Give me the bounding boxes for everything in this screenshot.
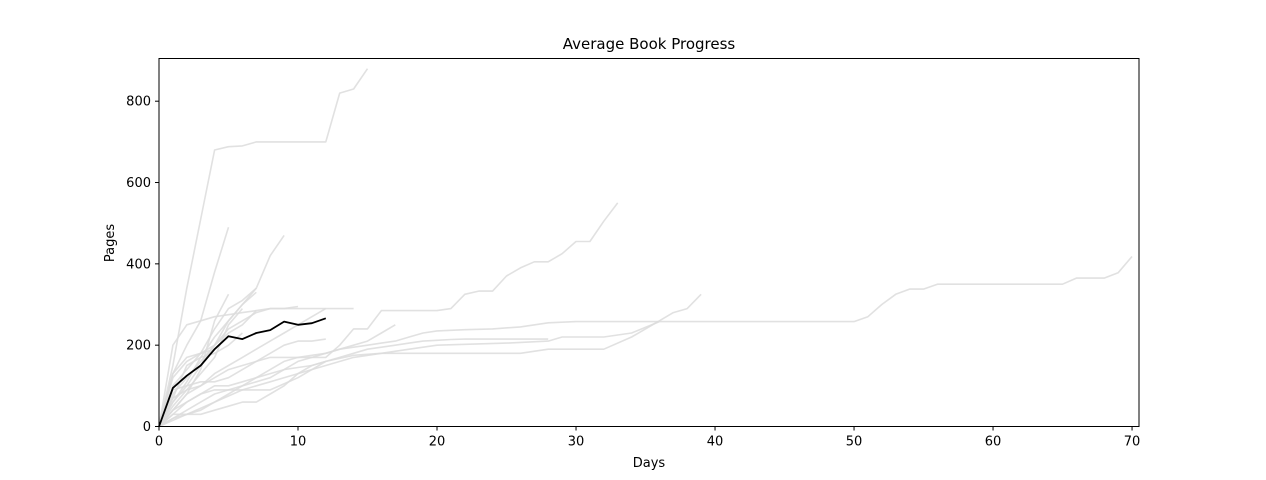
x-tick-label: 10 <box>290 435 307 450</box>
chart-title: Average Book Progress <box>563 35 736 53</box>
y-axis-label: Pages <box>103 224 118 262</box>
book-progress-line-7 <box>158 320 660 428</box>
book-progress-line-17 <box>158 307 354 427</box>
y-axis-ticks: 0 200 400 600 800 <box>126 95 159 435</box>
book-progress-line-8 <box>158 324 396 428</box>
average-progress-line <box>158 317 327 427</box>
y-tick-label: 400 <box>126 257 151 272</box>
book-progress-line-1 <box>158 68 369 427</box>
y-tick-label: 200 <box>126 339 151 354</box>
x-tick-label: 30 <box>568 435 585 450</box>
y-tick-label: 800 <box>126 95 151 110</box>
y-tick-label: 600 <box>126 176 151 191</box>
book-progress-line-4 <box>158 202 619 428</box>
average-layer <box>158 317 327 427</box>
y-tick-label: 0 <box>143 420 151 435</box>
book-progress-line-19 <box>158 360 327 428</box>
x-tick-label: 60 <box>985 435 1002 450</box>
book-progress-line-20 <box>158 332 243 427</box>
book-progress-line-10 <box>158 287 257 427</box>
book-progress-line-13 <box>158 308 244 427</box>
x-tick-label: 70 <box>1124 435 1141 450</box>
book-progress-line-6 <box>158 293 702 428</box>
x-tick-label: 0 <box>155 435 163 450</box>
plot-frame <box>158 58 1140 427</box>
x-tick-label: 50 <box>846 435 863 450</box>
x-tick-label: 20 <box>429 435 446 450</box>
x-tick-label: 40 <box>707 435 724 450</box>
book-progress-line-16 <box>158 338 549 428</box>
book-progress-line-21 <box>158 348 215 427</box>
series-layer <box>158 68 1133 428</box>
x-axis-ticks: 0 10 20 30 40 50 60 70 <box>155 426 1141 450</box>
book-progress-line-15 <box>158 338 326 427</box>
book-progress-line-5 <box>158 255 1133 428</box>
x-axis-label: Days <box>633 456 666 471</box>
book-progress-line-3 <box>158 234 285 427</box>
